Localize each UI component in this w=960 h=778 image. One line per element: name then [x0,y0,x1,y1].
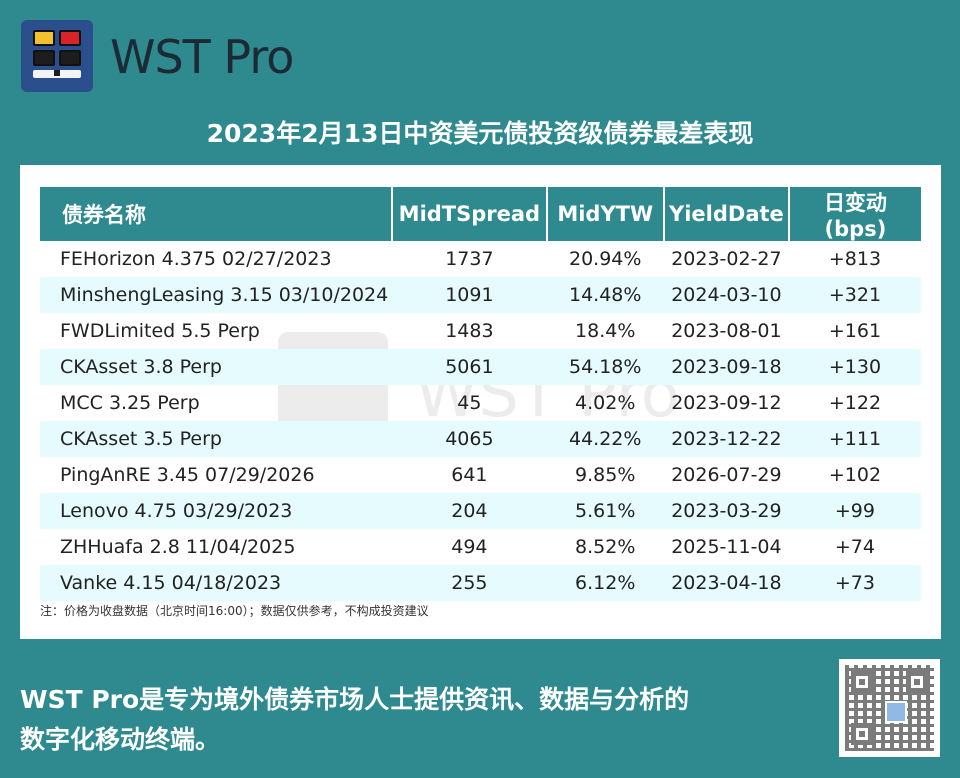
cell-daily-change: +122 [828,392,882,414]
cell-bond-name: FEHorizon 4.375 02/27/2023 [60,248,332,270]
cell-midytw: 5.61% [546,493,664,529]
page-title: 2023年2月13日中资美元债投资级债券最差表现 [206,119,754,148]
cell-midtspread: 4065 [392,421,547,457]
cell-midytw: 6.12% [546,565,664,601]
cell-bond-name: Vanke 4.15 04/18/2023 [40,565,393,601]
cell-yielddate: 2023-02-27 [671,248,782,270]
qr-code-icon [839,659,940,757]
cell-yielddate: 2023-04-18 [663,565,789,601]
header-midtspread: MidTSpread [392,187,548,241]
table-row: FEHorizon 4.375 02/27/2023 1737 20.94% 2023… [40,241,921,277]
footer-tagline: WST Pro是专为境外债券市场人士提供资讯、数据与分析的 数字化移动终端。 [20,680,780,760]
footer-line-1: WST Pro是专为境外债券市场人士提供资讯、数据与分析的 [20,685,690,714]
table-row: CKAsset 3.8 Perp 5061 54.18% 2023-09-18 +130 [40,349,921,385]
cell-yielddate: 2023-12-22 [663,421,789,457]
table-header-row: 债券名称 MidTSpread MidYTW YieldDate 日变动(bps… [40,187,921,241]
cell-yielddate: 2023-09-18 [663,349,789,385]
brand-name: WST Pro [110,30,294,84]
wst-logo-icon [21,20,93,92]
cell-yielddate: 2026-07-29 [671,464,782,486]
cell-bond-name: MinshengLeasing 3.15 03/10/2024 [40,277,393,313]
table-card: WST Pro 债券名称 MidTSpread MidYTW YieldDate… [20,165,941,639]
cell-bond-name: Lenovo 4.75 03/29/2023 [40,493,393,529]
cell-midtspread: 1737 [445,248,494,270]
cell-daily-change: +130 [788,349,921,385]
cell-daily-change: +102 [828,464,882,486]
table-row: ZHHuafa 2.8 11/04/2025 494 8.52% 2025-11-04… [40,529,921,565]
cell-daily-change: +321 [788,277,921,313]
cell-yielddate: 2023-08-01 [671,320,782,342]
header-daily-change: 日变动(bps) [788,187,921,241]
header-midytw: MidYTW [546,187,665,241]
table-row: CKAsset 3.5 Perp 4065 44.22% 2023-12-22 +111 [40,421,921,457]
cell-yielddate: 2023-03-29 [663,493,789,529]
cell-midytw: 4.02% [575,392,636,414]
footer-line-2: 数字化移动终端。 [20,725,221,754]
cell-midytw: 54.18% [546,349,664,385]
cell-bond-name: CKAsset 3.5 Perp [40,421,393,457]
cell-bond-name: FWDLimited 5.5 Perp [60,320,260,342]
cell-midytw: 18.4% [575,320,636,342]
cell-bond-name: CKAsset 3.8 Perp [40,349,393,385]
table-row: Lenovo 4.75 03/29/2023 204 5.61% 2023-03-29… [40,493,921,529]
bond-table: 债券名称 MidTSpread MidYTW YieldDate 日变动(bps… [40,187,921,601]
cell-midtspread: 204 [392,493,547,529]
cell-midtspread: 494 [451,536,488,558]
cell-midytw: 14.48% [546,277,664,313]
cell-daily-change: +161 [828,320,882,342]
cell-midtspread: 255 [392,565,547,601]
cell-midtspread: 641 [451,464,488,486]
cell-yielddate: 2025-11-04 [671,536,782,558]
cell-midtspread: 5061 [392,349,547,385]
cell-yielddate: 2023-09-12 [671,392,782,414]
cell-yielddate: 2024-03-10 [663,277,789,313]
table-row: Vanke 4.15 04/18/2023 255 6.12% 2023-04-18 +… [40,565,921,601]
cell-daily-change: +813 [828,248,882,270]
cell-daily-change: +73 [788,565,921,601]
header-bond-name: 债券名称 [40,187,394,241]
cell-daily-change: +111 [788,421,921,457]
cell-daily-change: +99 [788,493,921,529]
table-row: MinshengLeasing 3.15 03/10/2024 1091 14.48… [40,277,921,313]
table-row: MCC 3.25 Perp 45 4.02% 2023-09-12 +122 [40,385,921,421]
cell-daily-change: +74 [834,536,875,558]
cell-bond-name: ZHHuafa 2.8 11/04/2025 [60,536,296,558]
footnote: 注：价格为收盘数据（北京时间16:00）；数据仅供参考，不构成投资建议 [40,604,429,618]
cell-midytw: 20.94% [569,248,642,270]
cell-midtspread: 45 [457,392,482,414]
cell-bond-name: MCC 3.25 Perp [60,392,200,414]
header-yielddate: YieldDate [663,187,790,241]
cell-bond-name: PingAnRE 3.45 07/29/2026 [60,464,315,486]
table-row: FWDLimited 5.5 Perp 1483 18.4% 2023-08-01 +1… [40,313,921,349]
cell-midytw: 9.85% [575,464,636,486]
table-row: PingAnRE 3.45 07/29/2026 641 9.85% 2026-07-… [40,457,921,493]
cell-midytw: 44.22% [546,421,664,457]
cell-midtspread: 1091 [392,277,547,313]
cell-midtspread: 1483 [445,320,494,342]
cell-midytw: 8.52% [575,536,636,558]
